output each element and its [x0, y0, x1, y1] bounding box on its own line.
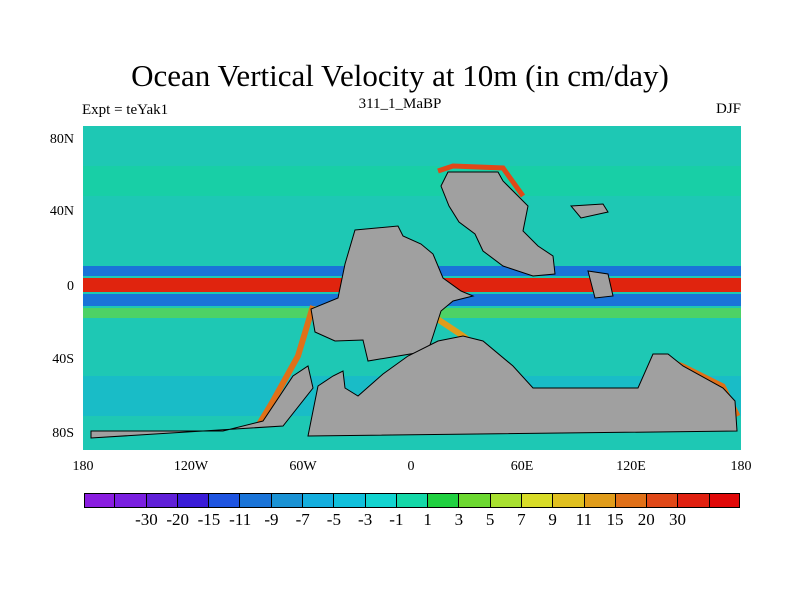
x-tick-180e: 180 [730, 459, 752, 474]
colorbar-label: 5 [485, 510, 495, 529]
colorbar-box [490, 493, 522, 508]
x-tick-0: 0 [407, 459, 415, 474]
colorbar-box [115, 493, 147, 508]
map-field-svg [83, 126, 741, 450]
colorbar-label: -30 [135, 510, 158, 529]
velocity-map [83, 126, 741, 450]
colorbar-box [177, 493, 210, 508]
colorbar-box [521, 493, 554, 508]
land-small-1 [569, 203, 609, 219]
colorbar-box [396, 493, 429, 508]
colorbar-label: -7 [295, 510, 310, 529]
season-label: DJF [715, 101, 741, 117]
land-south [307, 335, 738, 437]
time-label: 311_1_MaBP [358, 96, 442, 112]
north-band [83, 166, 741, 196]
colorbar-box [647, 493, 679, 508]
colorbar-box [678, 493, 710, 508]
colorbar-box [271, 493, 303, 508]
colorbar-label: -15 [197, 510, 221, 529]
x-tick-120w: 120W [173, 459, 209, 474]
colorbar-box [84, 493, 116, 508]
colorbar-box [553, 493, 585, 508]
colorbar-box [302, 493, 335, 508]
colorbar-box [209, 493, 241, 508]
colorbar-box [365, 493, 397, 508]
colorbar-box [459, 493, 491, 508]
colorbar-box [428, 493, 460, 508]
colorbar-box [615, 493, 648, 508]
colorbar-label: 15 [606, 510, 624, 529]
colorbar-label: 1 [423, 510, 432, 529]
land-small-2 [587, 270, 614, 299]
colorbar-label: 3 [454, 510, 464, 529]
y-tick-80n: 80N [49, 132, 74, 147]
colorbar-label: -9 [264, 510, 279, 529]
colorbar [84, 493, 740, 508]
y-tick-80s: 80S [52, 426, 74, 441]
coastal-upwelling-3 [437, 163, 526, 198]
colorbar-box [584, 493, 616, 508]
x-tick-60e: 60E [510, 459, 534, 474]
chart-title: Ocean Vertical Velocity at 10m (in cm/da… [131, 58, 669, 93]
colorbar-label: -20 [166, 510, 190, 529]
colorbar-label: 30 [669, 510, 687, 529]
colorbar-label: 11 [575, 510, 592, 529]
x-tick-180w: 180 [72, 459, 94, 474]
colorbar-label: 20 [637, 510, 655, 529]
colorbar-box [334, 493, 366, 508]
colorbar-label: -5 [326, 510, 341, 529]
colorbar-label: -1 [389, 510, 404, 529]
land-west [310, 225, 475, 362]
colorbar-box [146, 493, 178, 508]
y-tick-0: 0 [67, 279, 74, 294]
colorbar-label: -3 [358, 510, 373, 529]
x-tick-120e: 120E [616, 459, 646, 474]
land-masses [90, 171, 738, 439]
experiment-label: Expt = teYak1 [82, 102, 169, 118]
coastal-upwelling-1 [255, 305, 316, 428]
colorbar-label: 7 [517, 510, 526, 529]
colorbar-label: -11 [229, 510, 252, 529]
y-tick-40n: 40N [49, 204, 74, 219]
colorbar-box [240, 493, 272, 508]
colorbar-label: 9 [548, 510, 557, 529]
colorbar-box [709, 493, 740, 508]
y-tick-40s: 40S [52, 352, 74, 367]
land-southwest [90, 365, 314, 439]
land-north [440, 171, 556, 277]
x-tick-60w: 60W [289, 459, 317, 474]
